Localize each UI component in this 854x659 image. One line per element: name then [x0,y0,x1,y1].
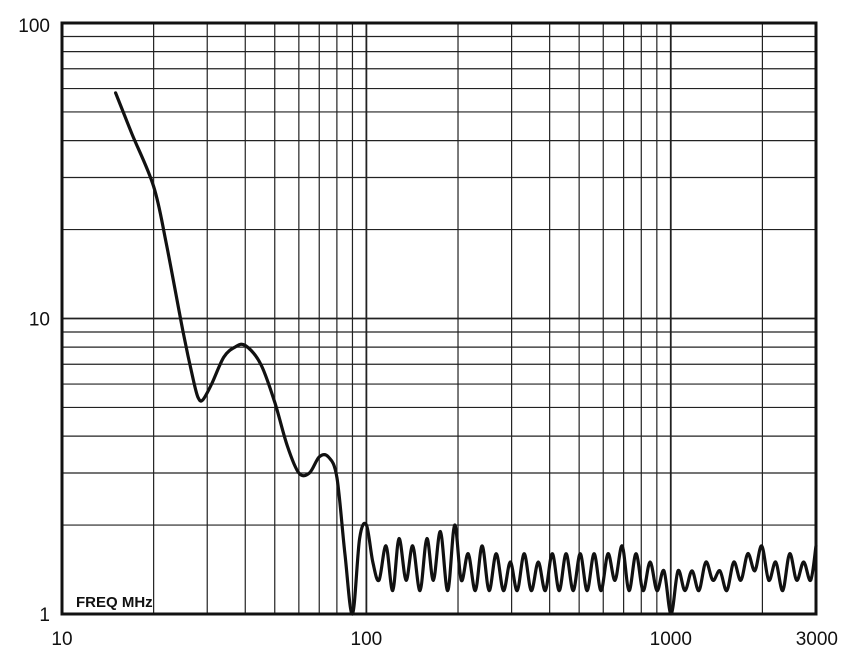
grid [62,23,816,614]
x-tick-label: 3000 [796,629,838,650]
x-tick-label: 1000 [650,629,692,650]
plot-frame [60,21,818,616]
x-tick-label: 10 [51,629,72,650]
x-tick-label: 100 [351,629,383,650]
y-tick-label: 1 [39,605,50,626]
y-tick-label: 100 [18,16,50,37]
series-layer [114,91,818,616]
x-axis-label: FREQ MHz [76,594,153,611]
series-line [114,91,818,616]
y-tick-label: 10 [29,310,50,331]
